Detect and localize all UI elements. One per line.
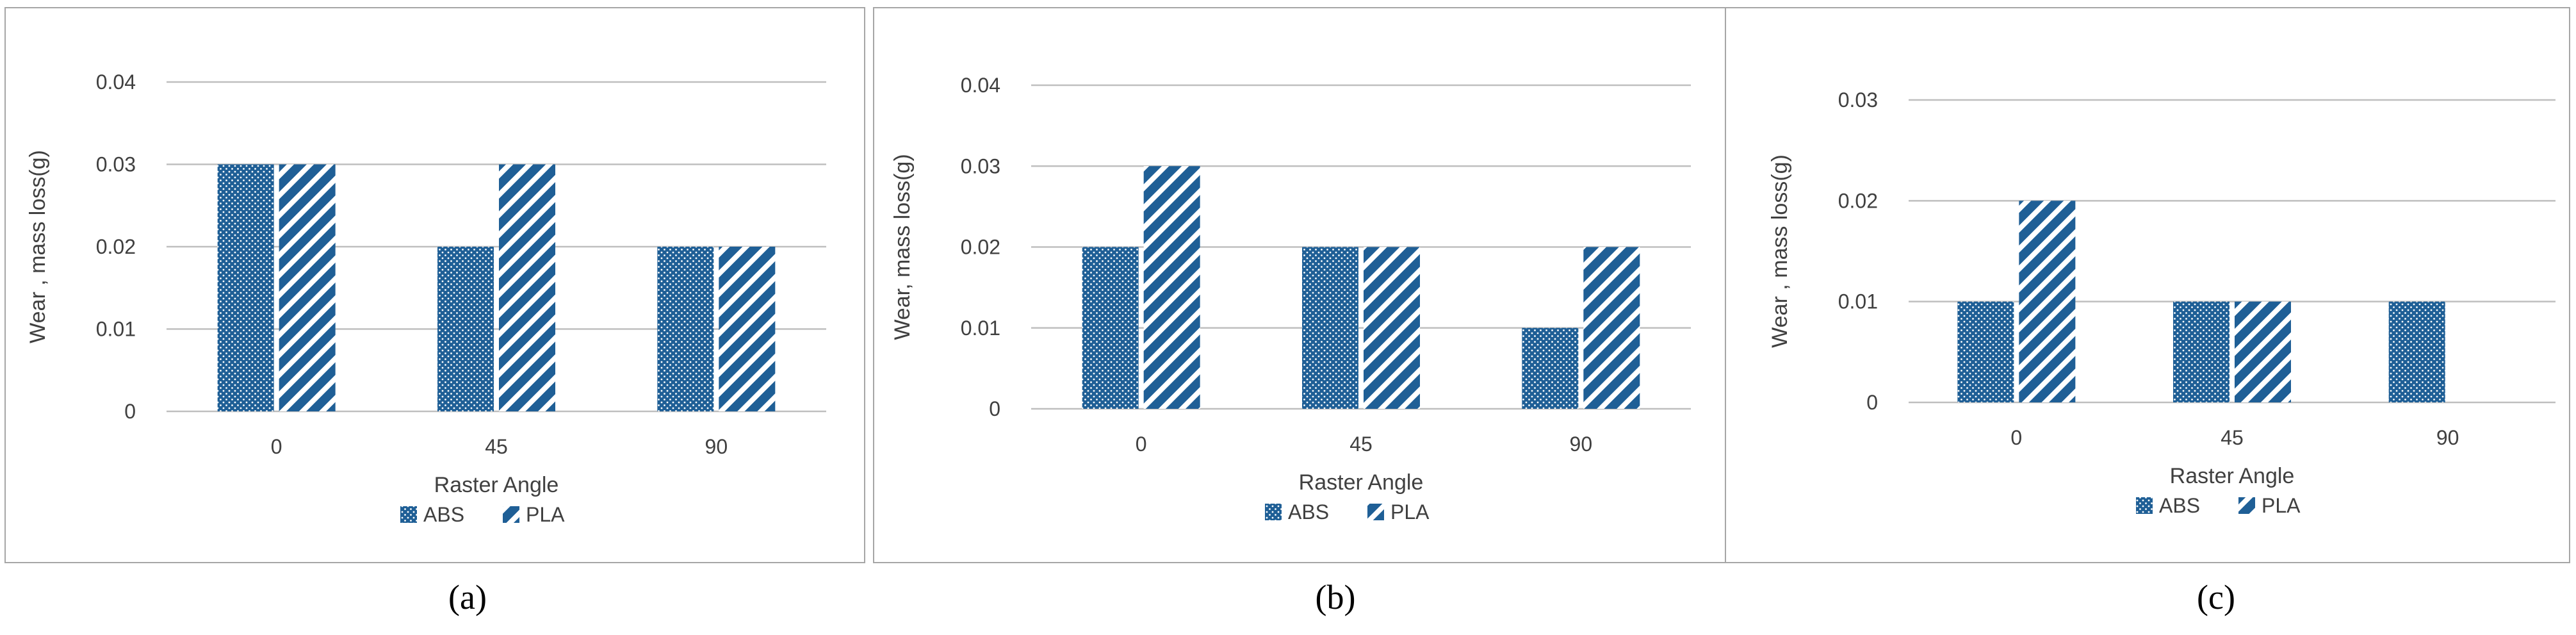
legend-swatch-abs — [1265, 504, 1282, 520]
x-axis-label: Raster Angle — [2170, 464, 2295, 488]
x-axis-label: Raster Angle — [1299, 470, 1424, 495]
bar-pla-45 — [499, 164, 555, 411]
legend-label-abs: ABS — [423, 503, 464, 526]
y-tick-label: 0 — [989, 397, 1000, 420]
chart-panels: 0 0.01 0.02 0.03 0.04 Wear , mass loss(g) 0 45 9… — [4, 7, 2570, 616]
bar-pla-45 — [1364, 247, 1420, 409]
bar-pla-45 — [2235, 301, 2291, 402]
y-tick-label: 0.02 — [96, 235, 136, 258]
bar-abs-90 — [657, 247, 714, 411]
legend-label-abs: ABS — [1288, 500, 1329, 524]
bar-pla-90 — [1583, 247, 1640, 409]
legend-swatch-pla — [1367, 504, 1384, 520]
bar-abs-90 — [2388, 301, 2445, 402]
bar-abs-45 — [2173, 301, 2230, 402]
chart-panel-a: 0 0.01 0.02 0.03 0.04 Wear , mass loss(g) 0 45 9… — [4, 7, 865, 616]
panel-caption: (b) — [1316, 578, 1356, 616]
x-tick-label: 0 — [2010, 426, 2022, 449]
bar-pla-0 — [2019, 201, 2076, 402]
legend-swatch-abs — [2136, 497, 2153, 514]
x-tick-label: 90 — [2436, 426, 2459, 449]
y-tick-label: 0.01 — [961, 317, 1000, 340]
x-tick-label: 45 — [485, 435, 508, 458]
y-tick-label: 0.01 — [1838, 290, 1878, 313]
legend-label-pla: PLA — [526, 503, 565, 526]
chart-panel-c: 0 0.01 0.02 0.03 Wear , mass loss(g) 0 45 90 Ras… — [1725, 7, 2570, 616]
legend-label-pla: PLA — [1390, 500, 1430, 524]
y-tick-label: 0.02 — [961, 236, 1000, 259]
legend-swatch-pla — [503, 506, 519, 523]
x-tick-label: 45 — [1349, 433, 1373, 456]
legend-swatch-abs — [400, 506, 417, 523]
y-tick-label: 0.04 — [96, 70, 136, 94]
x-tick-label: 90 — [1570, 433, 1593, 456]
bar-abs-0 — [1082, 247, 1139, 409]
panel-caption: (c) — [2197, 578, 2235, 616]
y-tick-label: 0.03 — [1838, 88, 1878, 111]
bar-abs-45 — [437, 247, 494, 411]
y-tick-label: 0 — [124, 400, 136, 423]
bar-abs-90 — [1522, 327, 1579, 409]
x-tick-label: 0 — [1136, 433, 1147, 456]
x-tick-label: 0 — [271, 435, 282, 458]
y-tick-label: 0.04 — [961, 74, 1000, 97]
x-tick-label: 90 — [705, 435, 728, 458]
legend-label-abs: ABS — [2159, 494, 2200, 517]
bar-abs-0 — [1957, 301, 2014, 402]
panel-caption: (a) — [448, 578, 487, 616]
chart-panel-b: 0 0.01 0.02 0.03 0.04 Wear, mass loss(g) 0 45 90… — [873, 7, 1726, 616]
x-axis-label: Raster Angle — [434, 473, 559, 497]
bar-pla-90 — [719, 247, 776, 411]
y-tick-label: 0.03 — [96, 153, 136, 176]
legend-swatch-pla — [2238, 497, 2255, 514]
y-tick-label: 0.03 — [961, 154, 1000, 177]
y-tick-label: 0.02 — [1838, 189, 1878, 212]
bar-pla-0 — [279, 164, 336, 411]
bar-pla-0 — [1143, 166, 1200, 409]
y-axis-label: Wear , mass loss(g) — [26, 150, 50, 343]
x-tick-label: 45 — [2221, 426, 2244, 449]
y-axis-label: Wear, mass loss(g) — [890, 154, 915, 340]
y-tick-label: 0.01 — [96, 318, 136, 341]
legend-label-pla: PLA — [2262, 494, 2301, 517]
y-axis-label: Wear , mass loss(g) — [1768, 154, 1792, 348]
bar-abs-45 — [1302, 247, 1358, 409]
bar-abs-0 — [217, 164, 274, 411]
y-tick-label: 0 — [1866, 391, 1878, 414]
